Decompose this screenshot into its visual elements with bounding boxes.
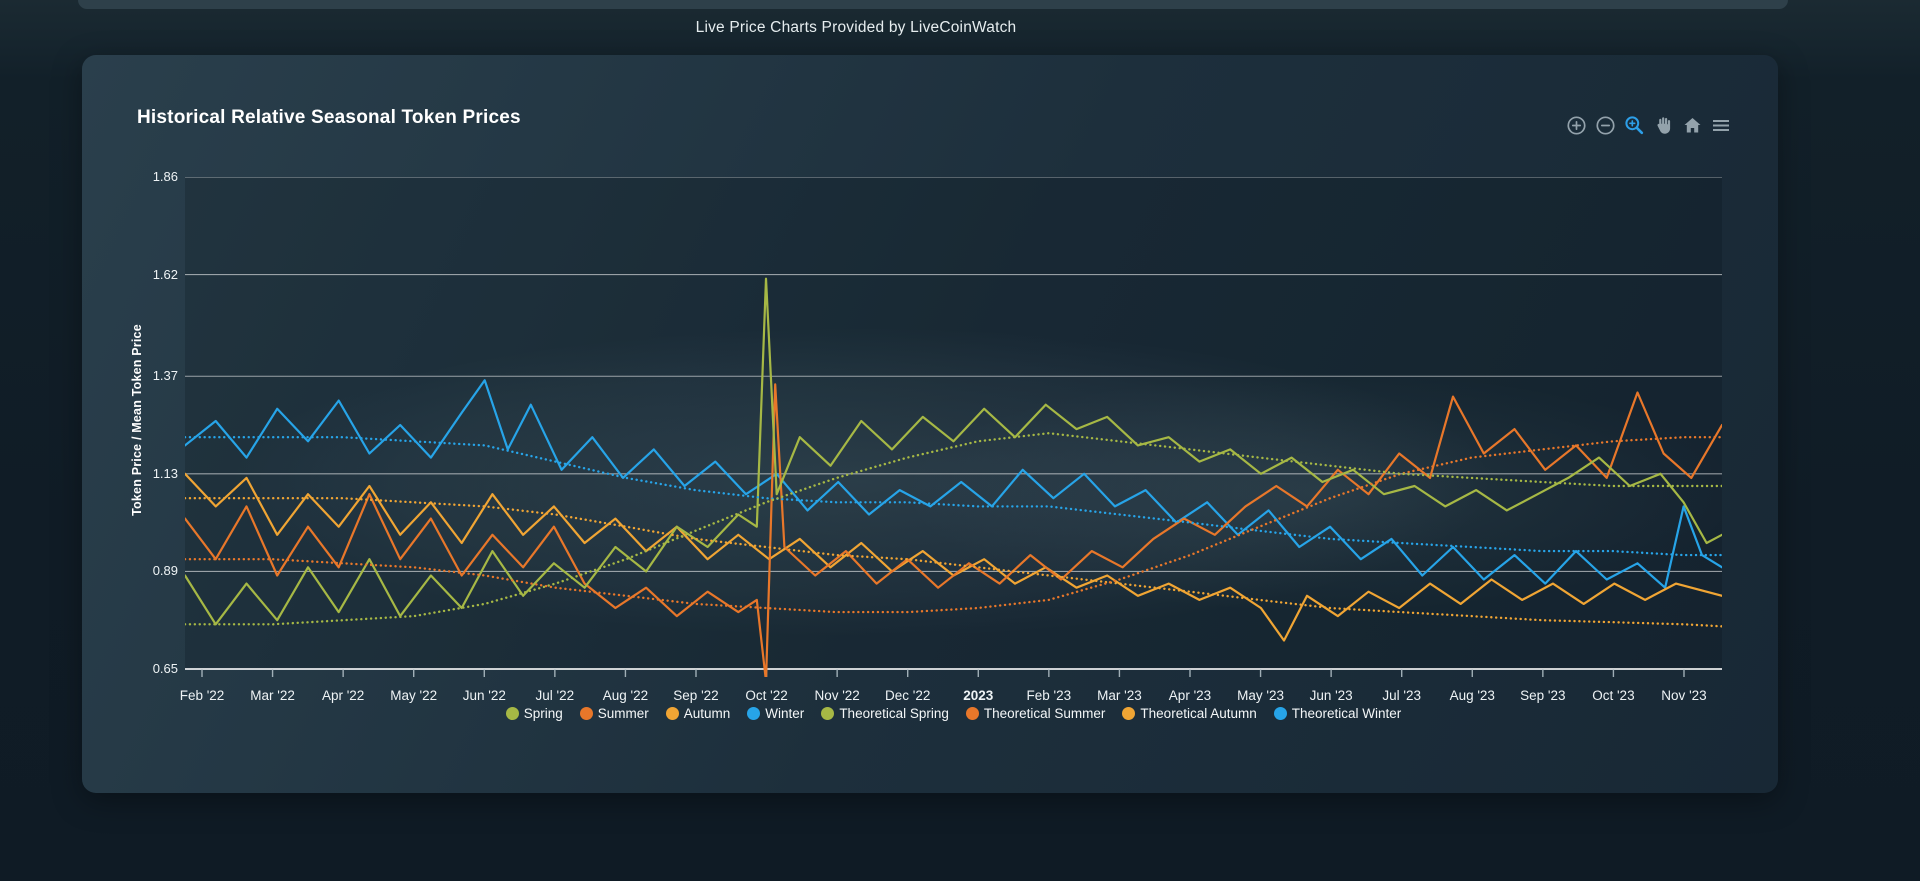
pan-hand-icon [1653,115,1674,136]
legend-marker [505,707,519,720]
legend-label: Theoretical Autumn [1140,706,1257,721]
legend-marker [747,707,761,720]
zoom-out-button[interactable] [1594,114,1616,136]
legend-label: Winter [765,706,805,721]
x-tick-label: Sep '23 [1520,688,1566,703]
legend-label: Theoretical Spring [839,706,949,721]
legend-marker [1122,707,1136,720]
chart-card: Historical Relative Seasonal Token Price… [82,55,1778,793]
plot-canvas[interactable] [185,177,1722,677]
legend-marker [965,707,979,720]
x-tick-label: May '23 [1237,688,1284,703]
menu-button[interactable] [1710,114,1732,136]
y-tick-label: 1.86 [152,169,178,184]
legend-item-theoretical-spring[interactable]: Theoretical Spring [821,706,949,721]
x-tick-label: Mar '23 [1097,688,1142,703]
zoom-out-icon [1595,115,1616,136]
x-tick-label: Sep '22 [673,688,719,703]
chart-toolbar [1565,113,1732,137]
legend: Spring Summer Autumn Winter Theoretical Spri… [185,706,1722,721]
legend-marker [665,707,679,720]
legend-item-theoretical-winter[interactable]: Theoretical Winter [1273,706,1402,721]
y-tick-label: 1.62 [152,266,178,282]
x-tick-label: Nov '22 [814,688,860,703]
zoom-in-button[interactable] [1565,114,1587,136]
legend-item-winter[interactable]: Winter [747,706,804,721]
y-tick-label: 0.89 [152,563,178,579]
series-line-winter [185,379,1722,589]
plot-area-background [185,177,1722,669]
y-axis-title: Token Price / Mean Token Price [130,324,144,516]
legend-item-theoretical-autumn[interactable]: Theoretical Autumn [1122,706,1257,721]
legend-item-summer[interactable]: Summer [579,706,649,721]
legend-marker [1273,707,1287,720]
x-tick-label: Apr '22 [321,688,365,703]
reset-home-icon [1682,115,1703,136]
series-line-summer [185,383,1722,677]
pan-button[interactable] [1652,114,1674,136]
legend-marker [821,707,835,720]
legend-label: Theoretical Summer [983,706,1106,721]
x-tick-label: Aug '23 [1449,688,1495,703]
y-tick-label: 0.65 [152,661,178,676]
legend-item-autumn[interactable]: Autumn [665,706,731,721]
reset-zoom-button[interactable] [1681,114,1703,136]
series-line-theoretical-winter [185,436,1722,557]
series-line-theoretical-summer [185,436,1722,614]
legend-marker [579,707,593,720]
x-tick-label: Mar '22 [250,688,295,703]
x-tick-label: Jul '23 [1382,688,1422,703]
x-tick-label: May '22 [390,688,438,703]
x-tick-label: Dec '22 [885,688,931,703]
card-above-bottom-edge [78,0,1788,9]
zoom-in-icon [1566,115,1587,136]
chart-title: Historical Relative Seasonal Token Price… [137,107,521,128]
x-tick-label: Jun '23 [1309,688,1353,703]
x-tick-label: Apr '23 [1168,688,1212,703]
x-tick-label: 2023 [963,688,994,703]
x-tick-label: Feb '22 [179,688,225,703]
series-line-theoretical-autumn [185,497,1722,628]
selection-zoom-button[interactable] [1623,114,1645,136]
banner: Live Price Charts Provided by LiveCoinWa… [0,9,1920,47]
legend-label: Summer [597,706,649,721]
y-tick-label: 1.13 [152,465,178,481]
x-tick-label: Nov '23 [1661,688,1707,703]
banner-text: Live Price Charts Provided by LiveCoinWa… [695,19,1017,36]
legend-item-theoretical-summer[interactable]: Theoretical Summer [965,706,1106,721]
legend-label: Theoretical Winter [1291,706,1402,721]
selection-zoom-icon [1624,115,1645,136]
x-tick-label: Feb '23 [1026,688,1072,703]
y-tick-label: 1.37 [152,368,178,384]
x-tick-label: Oct '23 [1592,688,1635,703]
series-line-spring [185,277,1722,626]
legend-label: Spring [523,706,563,721]
x-tick-label: Jul '22 [535,688,575,703]
legend-item-spring[interactable]: Spring [505,706,563,721]
x-tick-label: Jun '22 [462,688,506,703]
legend-label: Autumn [683,706,731,721]
menu-icon [1710,115,1732,136]
x-tick-label: Oct '22 [745,688,788,703]
x-tick-label: Aug '22 [602,688,649,703]
